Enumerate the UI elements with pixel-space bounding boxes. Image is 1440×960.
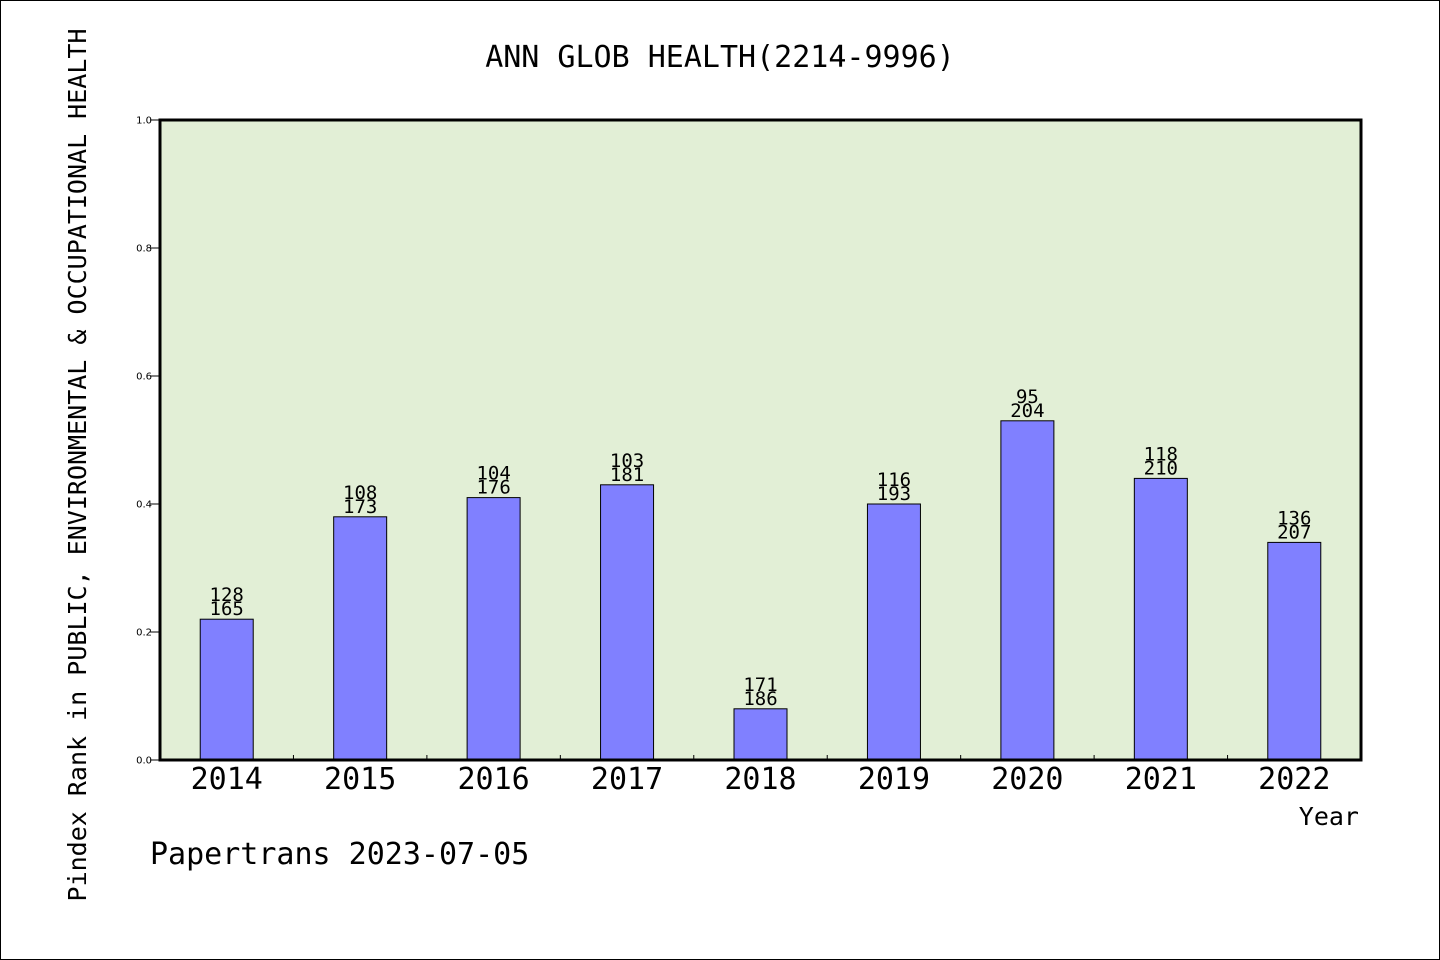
bar-label-bottom: 193 [877, 483, 911, 505]
x-axis: 2014 2015 2016 2017 2018 2019 2020 2021 2022 [191, 755, 1330, 797]
chart-title: ANN GLOB HEALTH(2214-9996) [485, 40, 955, 75]
y-tick-label: 0.0 [136, 756, 152, 767]
bar-label-top: 136 [1277, 507, 1311, 529]
bar-label-top: 108 [343, 482, 377, 504]
bar-label-bottom: 186 [743, 688, 777, 710]
y-axis-label: Pindex Rank in PUBLIC, ENVIRONMENTAL & O… [63, 29, 92, 902]
plot-frame [158, 118, 1363, 762]
y-tick-label: 1.0 [136, 116, 152, 127]
y-axis: 0.0 0.2 0.4 0.6 0.8 1.0 [136, 116, 160, 767]
x-tick-label: 2019 [858, 762, 930, 797]
bar-label-top: 95 [1016, 386, 1039, 408]
bar-2014 [199, 618, 254, 761]
x-tick-label: 2020 [991, 762, 1063, 797]
x-tick-label: 2014 [191, 762, 263, 797]
bar-label-top: 104 [476, 463, 510, 485]
bar-2022 [1267, 541, 1322, 761]
x-tick-label: 2022 [1258, 762, 1330, 797]
bar-2015 [333, 516, 388, 761]
bar-2018 [733, 708, 788, 761]
x-tick-label: 2018 [724, 762, 796, 797]
footer-text: Papertrans 2023-07-05 [150, 837, 529, 872]
y-tick-label: 0.8 [136, 244, 152, 255]
bar-label-top: 118 [1144, 443, 1178, 465]
x-tick-label: 2016 [457, 762, 529, 797]
y-tick-label: 0.2 [136, 628, 152, 639]
bar-label-bottom: 181 [610, 464, 644, 486]
bar-label-bottom: 210 [1144, 457, 1178, 479]
bar-label-bottom: 173 [343, 496, 377, 518]
y-tick-label: 0.6 [136, 372, 152, 383]
bar-2016 [466, 497, 521, 761]
x-tick-label: 2015 [324, 762, 396, 797]
bar-2017 [600, 484, 655, 761]
x-tick-label: 2017 [591, 762, 663, 797]
y-tick-label: 0.4 [136, 500, 152, 511]
bar-label-bottom: 207 [1277, 521, 1311, 543]
bar-2020 [1000, 420, 1055, 761]
bar-label-top: 171 [743, 674, 777, 696]
bar-2019 [866, 503, 921, 761]
x-axis-label: Year [1299, 802, 1359, 831]
bar-label-top: 128 [210, 584, 244, 606]
bar-label-top: 116 [877, 469, 911, 491]
x-tick-label: 2021 [1125, 762, 1197, 797]
plot-border [158, 118, 1363, 762]
bar-label-top: 103 [610, 450, 644, 472]
bar-label-bottom: 204 [1010, 400, 1044, 422]
bar-label-bottom: 176 [476, 477, 510, 499]
bars: 1281651081731041761031811711861161939520… [199, 386, 1322, 761]
bar-2021 [1133, 477, 1188, 761]
bar-label-bottom: 165 [210, 598, 244, 620]
